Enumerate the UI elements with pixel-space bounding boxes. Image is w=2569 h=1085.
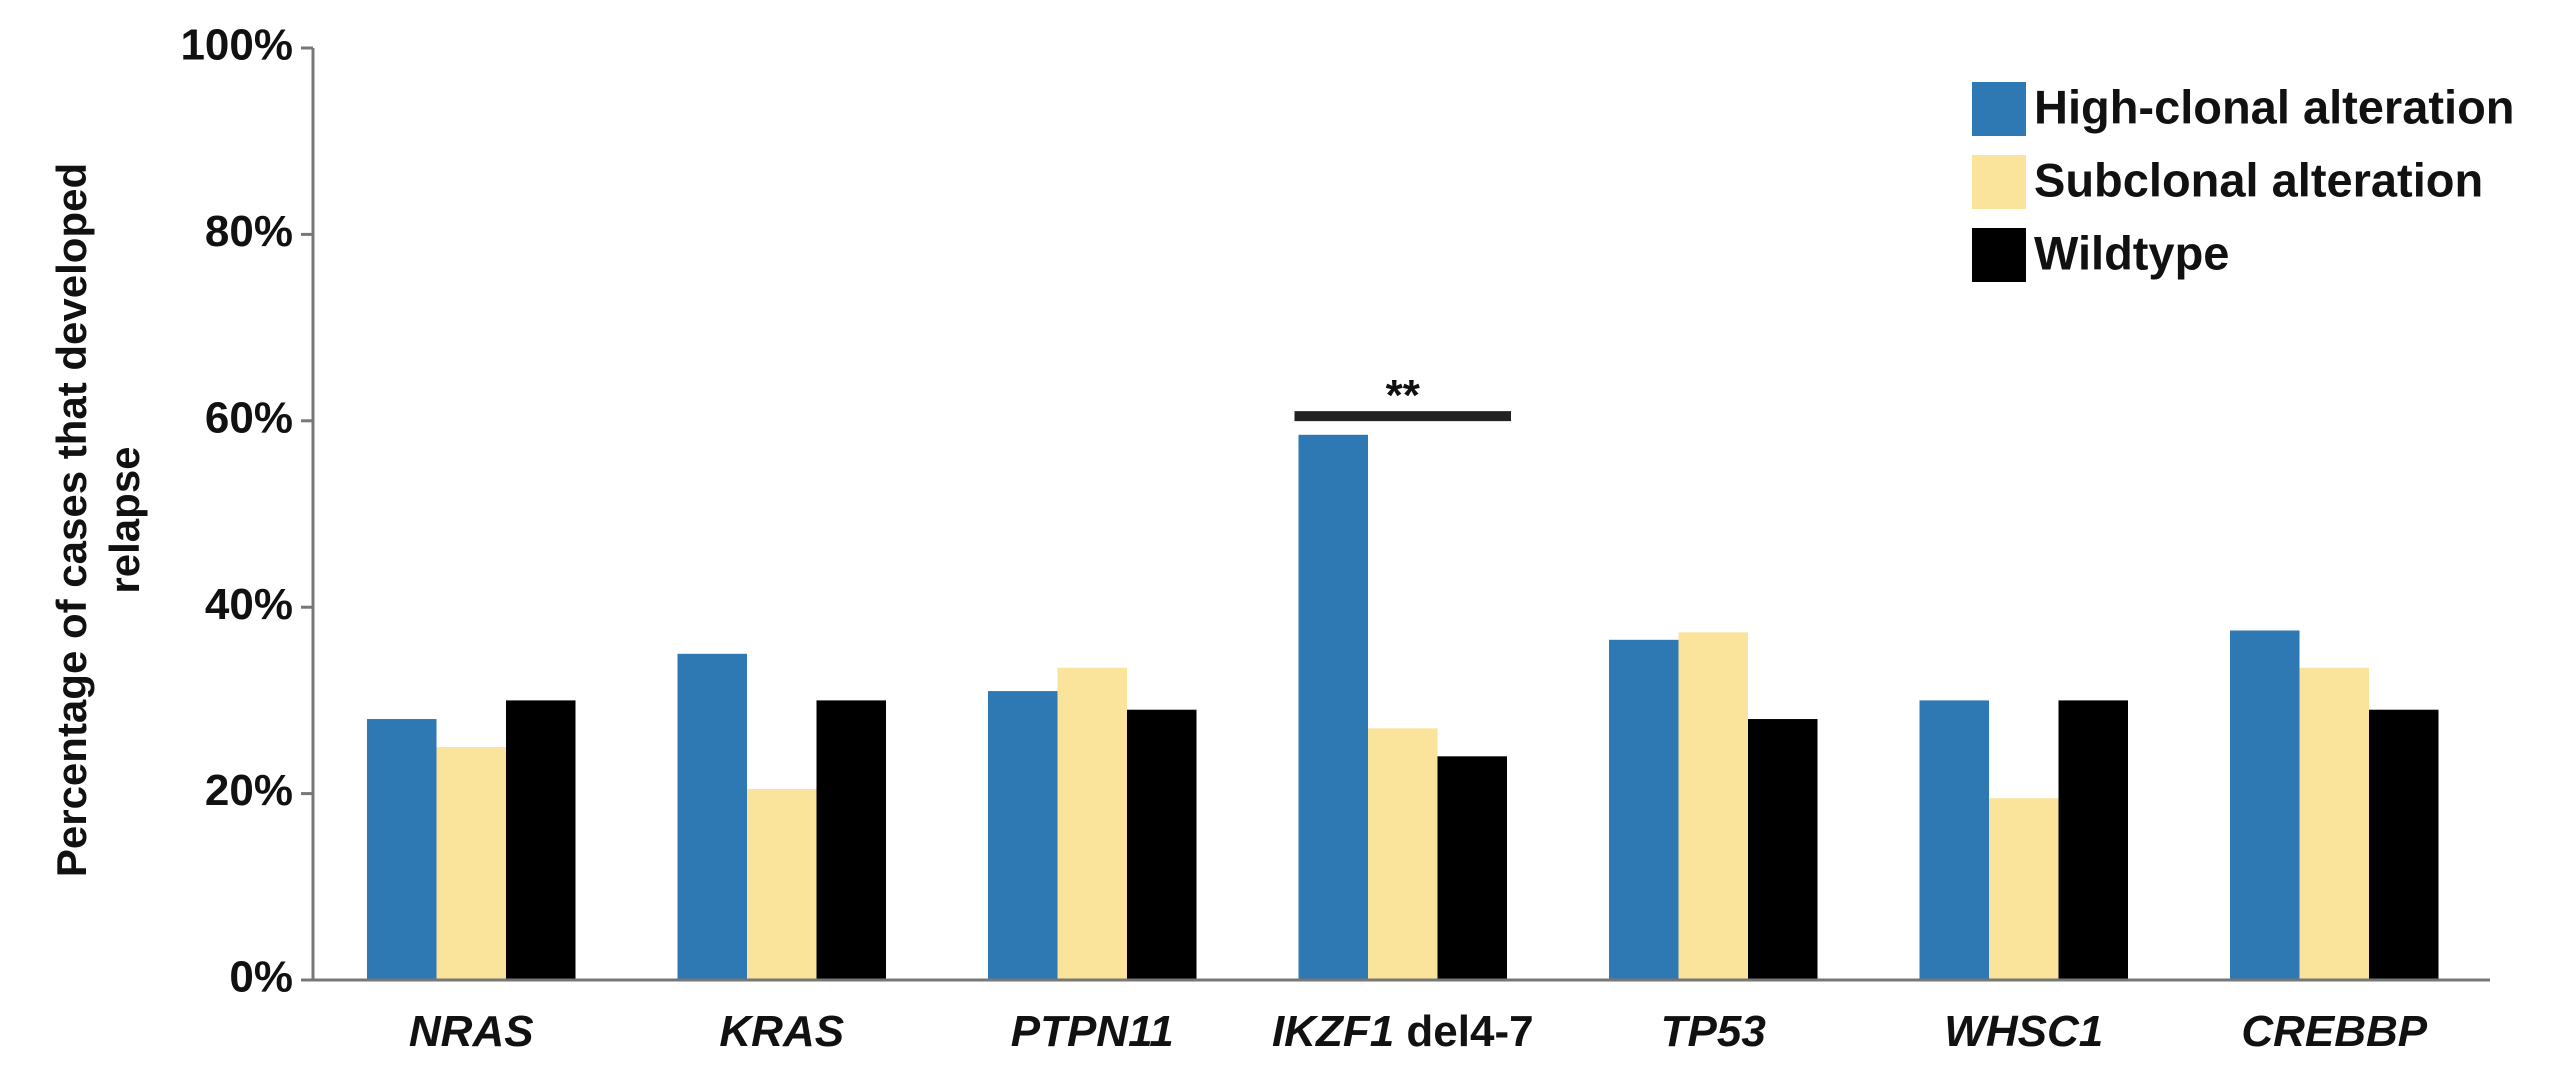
bar xyxy=(1919,700,1989,980)
bar xyxy=(1127,709,1197,980)
legend-label: Subclonal alteration xyxy=(2034,153,2483,206)
significance-label: ** xyxy=(1386,371,1421,420)
bar xyxy=(677,653,747,980)
annotations: ** xyxy=(1294,371,1511,422)
bar xyxy=(747,788,817,980)
legend-swatch xyxy=(1972,228,2026,282)
y-axis-title-line: Percentage of cases that developed xyxy=(48,163,95,877)
x-tick-label: IKZF1 del4-7 xyxy=(1272,1007,1534,1056)
bars xyxy=(367,434,2439,980)
y-tick-label: 20% xyxy=(205,766,293,815)
y-axis-title: Percentage of cases that developed relaps… xyxy=(48,163,148,877)
bar xyxy=(1368,728,1438,980)
legend-label: High-clonal alteration xyxy=(2034,80,2515,133)
bar xyxy=(1057,667,1127,980)
x-axis: NRAS KRAS PTPN11 IKZF1 del4-7 TP53 WHSC1 CREBB… xyxy=(313,978,2490,1056)
bar xyxy=(1989,798,2059,980)
bar xyxy=(367,719,437,980)
bar xyxy=(2299,667,2369,980)
bar xyxy=(2058,700,2128,980)
bar xyxy=(2369,709,2439,980)
legend: High-clonal alteration Subclonal alterati… xyxy=(1972,80,2515,282)
x-tick-label: CREBBP xyxy=(2241,1007,2427,1056)
bar xyxy=(1678,632,1748,980)
y-tick-label: 0% xyxy=(229,953,293,1002)
bar xyxy=(2230,630,2300,980)
bar xyxy=(816,700,886,980)
x-tick-label: NRAS xyxy=(409,1007,534,1056)
legend-swatch xyxy=(1972,82,2026,136)
bar xyxy=(436,747,506,980)
y-tick-label: 100% xyxy=(180,21,293,70)
y-axis-title-line: relapse xyxy=(101,446,148,593)
bar xyxy=(1748,719,1818,980)
bar xyxy=(988,691,1058,980)
y-axis: 0% 20% 40% 60% 80% 100% xyxy=(180,21,315,1002)
bar xyxy=(1609,639,1679,980)
legend-swatch xyxy=(1972,155,2026,209)
x-tick-label: WHSC1 xyxy=(1944,1007,2103,1056)
legend-label: Wildtype xyxy=(2034,226,2229,279)
y-tick-label: 60% xyxy=(205,393,293,442)
bar xyxy=(1298,434,1368,980)
y-tick-label: 40% xyxy=(205,580,293,629)
x-tick-label: PTPN11 xyxy=(1011,1007,1174,1056)
bar xyxy=(506,700,576,980)
y-tick-label: 80% xyxy=(205,207,293,256)
x-tick-label: KRAS xyxy=(719,1007,844,1056)
x-tick-label: TP53 xyxy=(1661,1007,1766,1056)
bar xyxy=(1437,756,1507,980)
